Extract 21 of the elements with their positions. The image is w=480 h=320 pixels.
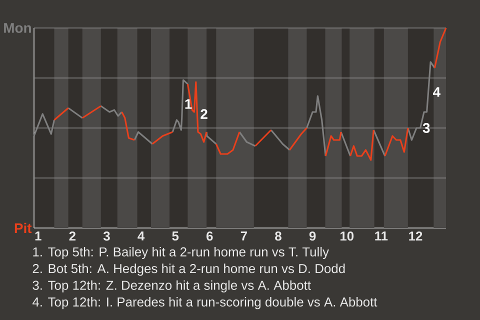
text: 3. Top 12th: Z. Dezenzo hit a single vs A. Abbott	[32, 280, 311, 292]
text: Mon	[4, 23, 31, 33]
x-tick-label: 9	[309, 232, 316, 241]
x-tick-label: 10	[340, 232, 354, 241]
text: 1. Top 5th: P. Bailey hit a 2-run home run vs T. Tully	[33, 246, 329, 260]
x-tick-label: 6	[206, 232, 213, 241]
x-tick-label: 2	[69, 232, 76, 241]
text: Pit	[14, 222, 32, 234]
text: 2. Bot 5th: A. Hedges hit a 2-run home run vs D. Dodd	[32, 264, 345, 276]
x-tick-label: 3	[103, 232, 110, 241]
x-tick-label: 11	[375, 232, 388, 240]
annotation: 2	[200, 109, 208, 119]
x-tick-label: 5	[172, 232, 179, 241]
x-tick-label: 7	[240, 232, 247, 240]
annotation: 3	[422, 123, 430, 133]
x-tick-label: 8	[275, 232, 282, 241]
annotation: 4	[432, 87, 440, 97]
x-tick-label: 1	[35, 232, 42, 240]
x-tick-label: 12	[409, 232, 422, 241]
text: 4. Top 12th: I. Paredes hit a run-scoring double vs A. Abbott	[32, 297, 378, 310]
x-tick-label: 4	[138, 232, 145, 240]
